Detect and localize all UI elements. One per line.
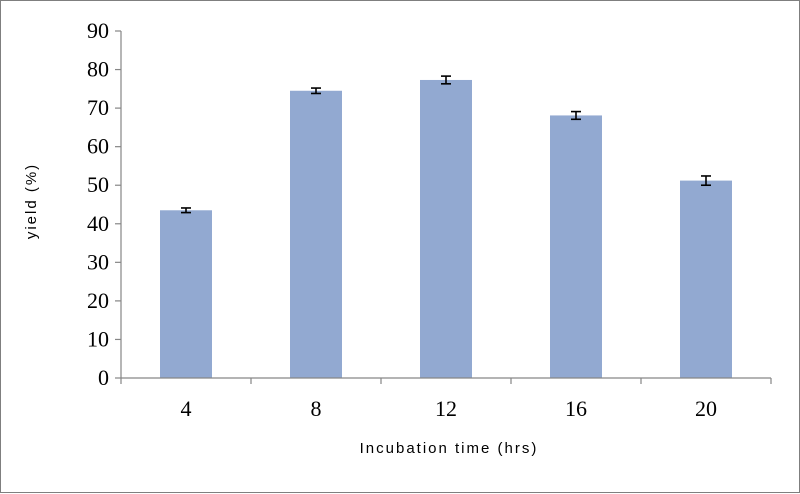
bar-12	[420, 79, 472, 379]
y-tick-label-0: 0	[98, 365, 109, 390]
y-tick-label-40: 40	[87, 211, 109, 236]
error-bar-8	[311, 87, 321, 95]
y-tick-labels: 0 10 20 30 40 50 60 70 80 90	[87, 18, 109, 390]
error-bars-layer	[181, 75, 711, 214]
x-tick-label-4: 4	[181, 396, 192, 421]
y-tick-label-60: 60	[87, 134, 109, 159]
bar-4	[160, 210, 212, 378]
x-tick-label-20: 20	[695, 396, 717, 421]
x-tick-label-12: 12	[435, 396, 457, 421]
x-tick-label-8: 8	[311, 396, 322, 421]
bars-layer	[160, 79, 732, 379]
error-bar-4	[181, 207, 191, 214]
bar-20	[680, 180, 732, 378]
y-tick-label-10: 10	[87, 326, 109, 351]
y-tick-label-30: 30	[87, 249, 109, 274]
error-bar-16	[571, 110, 581, 121]
y-tick-label-20: 20	[87, 288, 109, 313]
x-axis-title: Incubation time (hrs)	[360, 440, 539, 457]
y-tick-label-70: 70	[87, 95, 109, 120]
error-bar-12	[441, 75, 451, 85]
y-tick-label-50: 50	[87, 172, 109, 197]
x-tick-labels: 4 8 12 16 20	[181, 396, 718, 421]
bar-8	[290, 90, 342, 378]
x-tick-label-16: 16	[565, 396, 587, 421]
y-tick-label-80: 80	[87, 57, 109, 82]
axes-layer	[115, 30, 772, 384]
bar-16	[550, 115, 602, 378]
y-tick-label-90: 90	[87, 18, 109, 43]
y-axis-title: yield (%)	[23, 163, 40, 239]
error-bar-20	[701, 175, 711, 187]
